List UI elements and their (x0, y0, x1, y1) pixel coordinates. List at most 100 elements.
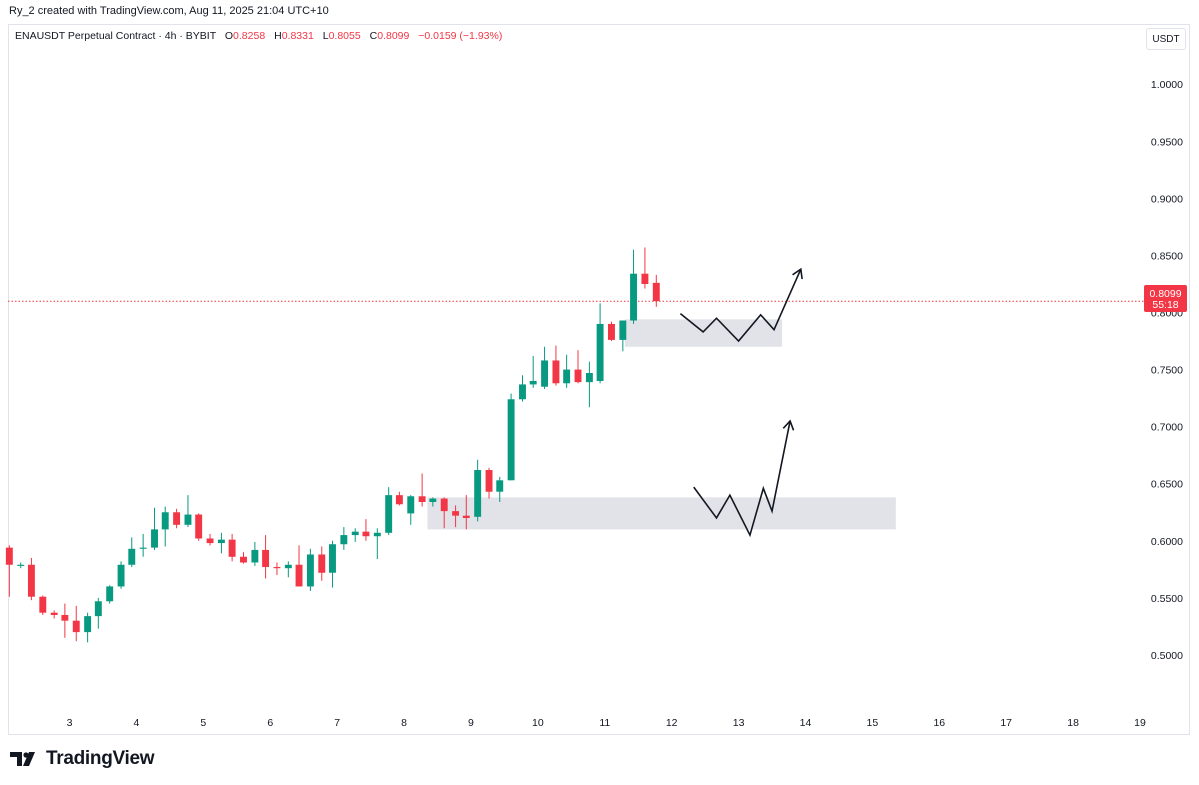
candle-body-52 (585, 373, 593, 383)
symbol-title: ENAUSDT Perpetual Contract · 4h · BYBIT (15, 30, 216, 42)
y-tick-label-0: 1.0000 (1151, 79, 1183, 91)
candle-body-11 (128, 548, 136, 565)
candle-body-44 (496, 480, 504, 492)
candle-body-53 (596, 323, 604, 381)
low-label: L (322, 30, 329, 42)
candle-body-14 (161, 512, 169, 530)
countdown-value: 55:18 (1152, 299, 1178, 311)
candle-body-8 (94, 601, 102, 617)
candle-body-54 (608, 323, 615, 340)
high-value: 0.8331 (281, 30, 314, 42)
candle-body-13 (151, 529, 158, 548)
candle-body-5 (61, 614, 69, 621)
x-tick-label-5: 8 (401, 717, 407, 729)
close-label: C (369, 30, 378, 42)
candle-body-36 (407, 496, 415, 514)
projection-arrowhead-1 (792, 267, 803, 280)
candle-body-25 (284, 564, 292, 569)
candle-body-19 (217, 539, 225, 544)
candle-body-1 (17, 564, 25, 566)
candle-body-39 (440, 498, 448, 512)
candle-body-56 (630, 273, 638, 321)
x-tick-label-1: 4 (134, 717, 140, 729)
x-tick-label-6: 9 (468, 717, 474, 729)
candle-body-6 (72, 620, 80, 633)
support-zone-1 (624, 319, 783, 347)
candle-body-7 (84, 616, 92, 633)
x-tick-label-15: 18 (1067, 717, 1079, 729)
candle-body-43 (485, 470, 493, 492)
candle-body-18 (206, 538, 214, 544)
x-tick-label-3: 6 (267, 717, 273, 729)
candle-body-33 (373, 532, 381, 537)
candle-body-34 (385, 495, 393, 533)
candle-body-10 (117, 564, 125, 587)
candle-body-3 (39, 596, 47, 613)
symbol-legend: ENAUSDT Perpetual Contract · 4h · BYBIT … (15, 30, 502, 42)
y-tick-label-1: 0.9500 (1151, 136, 1183, 148)
high-label: H (274, 30, 282, 42)
chart-frame[interactable] (8, 24, 1190, 735)
candle-body-32 (362, 531, 370, 537)
candle-body-46 (519, 384, 526, 400)
candle-body-45 (507, 399, 515, 481)
candle-body-23 (262, 549, 270, 568)
y-tick-label-9: 0.5500 (1151, 593, 1183, 605)
candle-body-24 (273, 567, 281, 569)
open-value: 0.8258 (233, 30, 266, 42)
x-tick-label-9: 12 (666, 717, 678, 729)
y-axis: 1.00000.95000.90000.85000.80000.75000.70… (1151, 79, 1183, 662)
candle-body-21 (240, 556, 247, 563)
candle-body-16 (184, 514, 192, 525)
candle-body-12 (139, 547, 147, 549)
y-tick-label-2: 0.9000 (1151, 193, 1183, 205)
last-price-tag (1144, 285, 1187, 312)
x-tick-label-8: 11 (599, 717, 610, 729)
candle-body-50 (563, 369, 571, 384)
candle-body-15 (173, 512, 181, 525)
x-tick-label-14: 17 (1000, 717, 1012, 729)
open-label: O (224, 30, 234, 42)
support-zone-2 (427, 497, 896, 530)
candle-body-48 (541, 360, 549, 387)
tradingview-logo-icon (10, 752, 35, 766)
candle-body-27 (306, 554, 314, 587)
candle-body-9 (106, 586, 114, 602)
chart-credit: Ry_2 created with TradingView.com, Aug 1… (9, 5, 329, 17)
x-tick-label-11: 14 (800, 717, 812, 729)
change-value: −0.0159 (−1.93%) (418, 30, 503, 42)
candle-body-38 (429, 498, 437, 502)
price-tag-layer: 0.8099 55:18 (1144, 285, 1187, 312)
candle-body-4 (50, 612, 58, 615)
candle-body-49 (552, 360, 560, 384)
y-tick-label-7: 0.6500 (1151, 479, 1183, 491)
x-tick-label-4: 7 (334, 717, 340, 729)
tradingview-logo[interactable]: TradingView (10, 748, 155, 770)
low-value: 0.8055 (328, 30, 361, 42)
x-tick-label-16: 19 (1134, 717, 1146, 729)
candle-body-0 (5, 547, 13, 565)
candle-body-28 (318, 554, 326, 573)
x-tick-label-7: 10 (532, 717, 544, 729)
candle-body-29 (329, 544, 336, 573)
x-axis: 3 4 5 6 7 8 9 10 11 12 13 14 15 16 17 18 19 (67, 717, 1146, 729)
projection-arrowhead-2 (782, 419, 795, 431)
candle-body-17 (195, 514, 203, 539)
candle-body-55 (619, 320, 627, 340)
x-tick-label-2: 5 (200, 717, 206, 729)
y-tick-label-6: 0.7000 (1151, 422, 1183, 434)
candles-layer (5, 247, 660, 643)
y-tick-label-5: 0.7500 (1151, 365, 1183, 377)
candle-body-57 (641, 273, 649, 284)
candle-body-35 (395, 495, 403, 505)
currency-button[interactable]: USDT (1146, 28, 1186, 50)
candle-body-40 (452, 511, 460, 516)
last-price-tag-value: 0.8099 (1149, 288, 1181, 300)
tradingview-brand-text: TradingView (46, 748, 155, 769)
candle-body-41 (462, 515, 470, 518)
projection-path-2 (693, 420, 791, 538)
candle-body-47 (529, 381, 537, 385)
projection-path-1 (679, 268, 802, 343)
candle-body-42 (474, 470, 482, 517)
